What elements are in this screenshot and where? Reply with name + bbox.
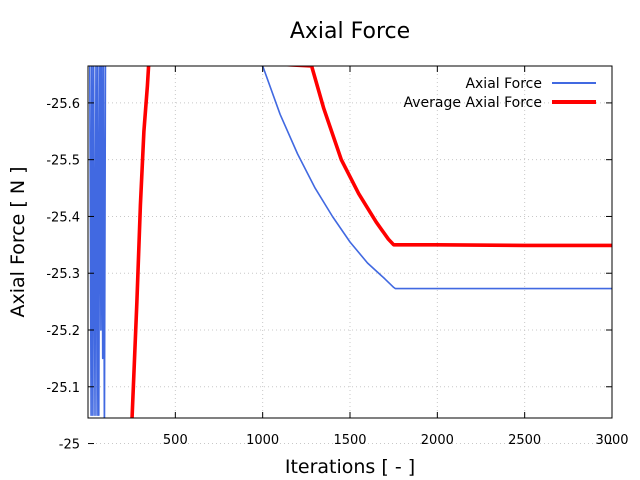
y-tick-label: -25 bbox=[59, 438, 80, 453]
y-tick-label: -25.6 bbox=[46, 97, 80, 112]
x-tick-label: 3000 bbox=[595, 433, 628, 448]
x-axis-label: Iterations [ - ] bbox=[285, 456, 415, 478]
chart-title: Axial Force bbox=[290, 19, 410, 44]
legend-label-average-axial-force: Average Axial Force bbox=[404, 95, 543, 111]
y-tick-labels: -25 -25.1 -25.2 -25.3 -25.4 -25.5 -25.6 bbox=[46, 97, 80, 453]
legend: Axial Force Average Axial Force bbox=[404, 76, 596, 111]
tick-marks bbox=[88, 66, 613, 445]
y-tick-label: -25.4 bbox=[46, 210, 80, 225]
x-tick-labels: 500 1000 1500 2000 2500 3000 bbox=[163, 433, 629, 448]
y-tick-label: -25.2 bbox=[46, 324, 80, 339]
x-tick-label: 2500 bbox=[508, 433, 541, 448]
grid bbox=[88, 66, 612, 445]
x-tick-label: 2000 bbox=[421, 433, 454, 448]
legend-label-axial-force: Axial Force bbox=[465, 76, 542, 92]
x-tick-label: 1000 bbox=[246, 433, 279, 448]
y-tick-label: -25.5 bbox=[46, 154, 80, 169]
x-tick-label: 1500 bbox=[333, 433, 366, 448]
series-layer bbox=[88, 66, 612, 418]
y-axis-label: Axial Force [ N ] bbox=[7, 166, 29, 317]
series-line-average-axial-force bbox=[130, 66, 612, 418]
series-line-axial-force bbox=[88, 66, 612, 418]
x-tick-label: 500 bbox=[163, 433, 188, 448]
y-tick-label: -25.3 bbox=[46, 267, 80, 282]
y-tick-label: -25.1 bbox=[46, 381, 80, 396]
